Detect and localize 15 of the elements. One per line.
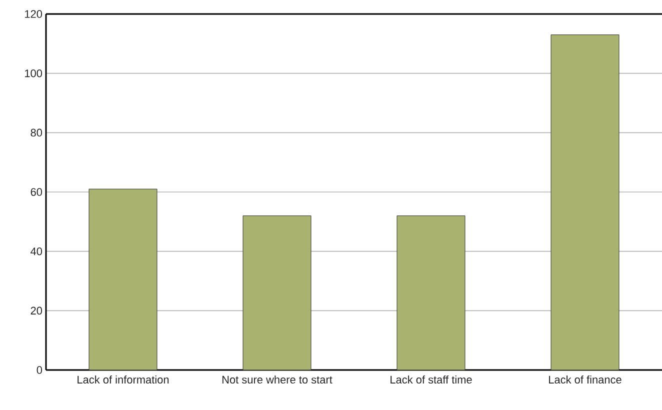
x-tick-label: Lack of staff time [390, 376, 472, 384]
y-tick-label: 20 [30, 306, 42, 315]
bar [242, 215, 312, 370]
bar [396, 215, 466, 370]
x-tick-label: Lack of information [78, 376, 169, 384]
y-tick-label: 40 [30, 247, 42, 256]
y-tick-label: 120 [25, 10, 42, 18]
x-tick-label: Not sure where to start [222, 376, 332, 384]
y-tick-label: 60 [30, 188, 42, 196]
bar [88, 188, 158, 370]
bar [550, 34, 620, 370]
y-tick-label: 0 [36, 366, 42, 374]
y-tick-label: 100 [25, 69, 42, 78]
x-tick-label: Lack of finance [549, 376, 622, 384]
y-tick-label: 80 [30, 128, 42, 137]
